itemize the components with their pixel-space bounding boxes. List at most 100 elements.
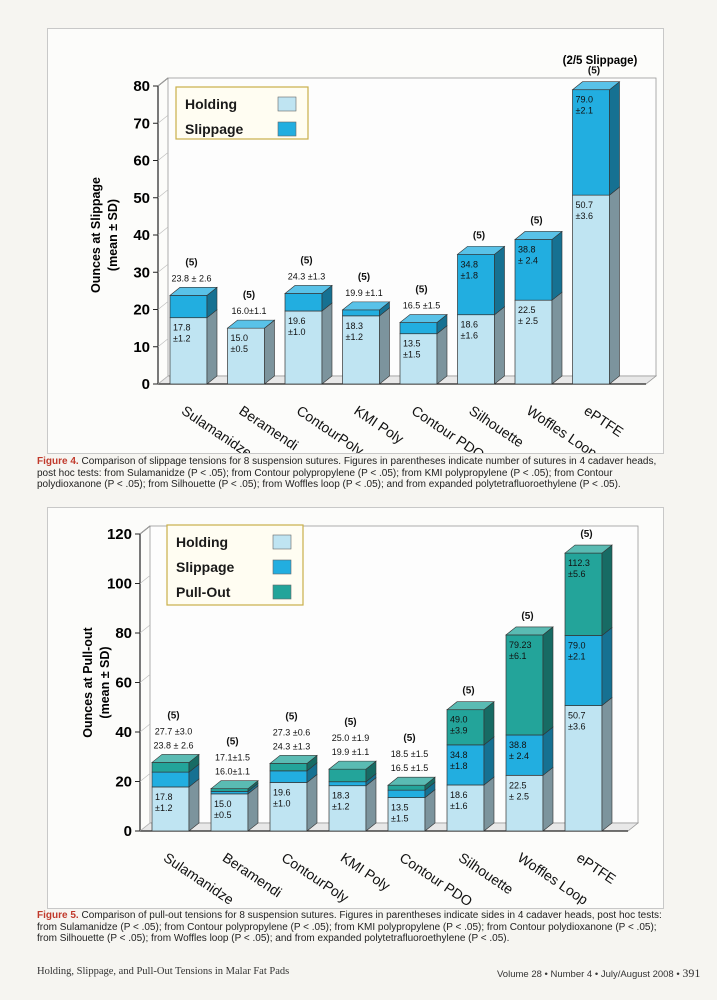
bar-top-face: [151, 754, 200, 763]
bar-value-label: 79.0: [576, 95, 594, 105]
y-tick-bevel: [157, 189, 169, 198]
y-tick-label: 0: [124, 823, 132, 840]
y-tick-label: 70: [133, 115, 150, 132]
bar-stack: 15.0±0.5 16.0±1.1 17.1±1.5 (5): [210, 737, 259, 832]
bar-value-label: 13.5: [403, 339, 421, 349]
bar-top-value-label: 19.9 ±1.1: [345, 288, 382, 298]
bar-top-value-label: 16.0±1.1: [215, 767, 250, 777]
figure-4-chart: 0 10 20 30 40 50 60 70 80 Ounces at Slippage (mean…: [89, 55, 658, 453]
bar-sd-label: ±2.1: [568, 651, 585, 661]
bar-value-label: 18.3: [332, 791, 350, 801]
bar-value-label: 18.3: [346, 321, 364, 331]
bar-side-face: [483, 776, 495, 832]
bar-top-face: [387, 776, 436, 786]
bar-value-label: 22.5: [518, 305, 536, 315]
bar-side-face: [483, 736, 495, 786]
bar-value-label: 18.6: [450, 790, 468, 800]
bar-sample-size: (5): [588, 66, 600, 77]
bar-side-face: [365, 777, 377, 832]
bar-stack: 15.0±0.5 16.0±1.1 (5): [226, 290, 276, 385]
y-tick-bevel: [157, 226, 169, 236]
bar-top-face: [210, 780, 259, 789]
y-tick-bevel: [157, 375, 169, 385]
bar-sample-size: (5): [462, 686, 474, 697]
bar-top-face: [269, 755, 318, 764]
bar-segment-holding: [210, 793, 249, 832]
bar-sample-size: (5): [403, 733, 415, 744]
y-tick-bevel: [157, 152, 169, 161]
y-tick-label: 60: [133, 153, 150, 170]
y-tick-label: 20: [133, 302, 150, 319]
bar-top-value-label: 27.7 ±3.0: [155, 726, 192, 736]
y-tick-bevel: [139, 624, 151, 634]
bar-sample-size: (5): [521, 611, 533, 622]
bar-value-label: 38.8: [518, 244, 536, 254]
bar-top-value-label: 24.3 ±1.3: [288, 271, 325, 281]
bar-sd-label: ±1.8: [450, 761, 467, 771]
bar-stack: 13.5±1.5 16.5 ±1.5 (5): [399, 285, 448, 385]
bar-stack: 13.5±1.5 16.5 ±1.5 18.5 ±1.5 (5): [387, 733, 436, 832]
bar-value-label: 79.23: [509, 640, 532, 650]
bar-segment-slippage: [446, 744, 485, 786]
bar-sd-label: ± 2.5: [518, 316, 538, 326]
bar-value-label: 50.7: [576, 200, 594, 210]
bar-segment-slippage: [387, 789, 426, 798]
bar-sample-size: (5): [243, 290, 255, 301]
figure-5-panel: 0 20 40 60 80 100 120 Ounces at Pull-out (mean ±…: [47, 507, 664, 909]
bar-side-face: [379, 307, 390, 385]
bar-top-value-label: 18.5 ±1.5: [391, 749, 428, 759]
bar-segment-slippage: [514, 239, 553, 301]
bar-side-face: [601, 626, 613, 707]
legend-label: Holding: [185, 96, 237, 112]
bar-value-label: 15.0: [231, 333, 249, 343]
bar-segment-slippage: [284, 293, 323, 312]
bar-side-face: [436, 325, 448, 385]
y-tick-label: 0: [142, 376, 150, 393]
bar-segment-holding: [269, 782, 308, 832]
bar-side-face: [551, 291, 563, 385]
bar-sample-size: (5): [415, 285, 427, 296]
bar-top-value-label: 16.0±1.1: [232, 306, 267, 316]
x-category-label: KMI Poly: [338, 849, 393, 894]
bar-top-face: [399, 314, 448, 323]
bar-stack: 18.6±1.6 34.8±1.8 49.0±3.9 (5): [446, 686, 495, 832]
bar-top-value-label: 17.1±1.5: [215, 753, 250, 763]
bar-segment-slippage: [210, 791, 249, 795]
bar-stack: 18.6±1.6 34.8±1.8 (5): [456, 230, 506, 385]
bar-segment-holding: [169, 317, 208, 385]
bar-segment-slippage: [151, 771, 190, 788]
bar-segment-slippage: [169, 294, 208, 319]
bar-sd-label: ±1.0: [288, 327, 305, 337]
legend-label: Slippage: [185, 121, 244, 137]
bar-value-label: 19.6: [288, 316, 306, 326]
y-tick-label: 120: [107, 526, 132, 543]
bar-side-face: [601, 544, 613, 637]
bar-sd-label: ±1.0: [273, 798, 290, 808]
bar-segment-holding: [284, 310, 323, 385]
bar-stack: 17.8±1.2 23.8 ± 2.6 27.7 ±3.0 (5): [151, 710, 200, 832]
bar-sd-label: ±1.6: [461, 331, 478, 341]
bar-side-face: [542, 626, 554, 736]
y-tick-label: 80: [115, 625, 132, 642]
y-tick-bevel: [139, 575, 151, 584]
bar-segment-slippage: [269, 770, 308, 783]
y-tick-label: 100: [107, 576, 132, 593]
y-tick-bevel: [139, 674, 151, 683]
bar-sd-label: ±1.5: [403, 350, 420, 360]
bar-segment-slippage: [342, 309, 380, 317]
bar-stack: 18.3±1.2 19.9 ±1.1 (5): [341, 272, 391, 385]
y-tick-label: 40: [115, 724, 132, 741]
y-tick-bevel: [139, 525, 151, 535]
y-tick-bevel: [157, 115, 169, 124]
figure-note: (2/5 Slippage): [563, 55, 638, 67]
y-tick-bevel: [157, 338, 169, 347]
bar-value-label: 112.3: [568, 558, 590, 568]
bar-top-face: [514, 231, 563, 240]
bar-value-label: 19.6: [273, 787, 291, 797]
y-tick-label: 30: [133, 264, 150, 281]
bar-top-value-label: 23.8 ± 2.6: [172, 273, 212, 283]
bar-top-face: [564, 544, 613, 554]
bar-sd-label: ±1.8: [461, 270, 478, 280]
bar-value-label: 50.7: [568, 711, 586, 721]
bar-sd-label: ±0.5: [231, 344, 248, 354]
